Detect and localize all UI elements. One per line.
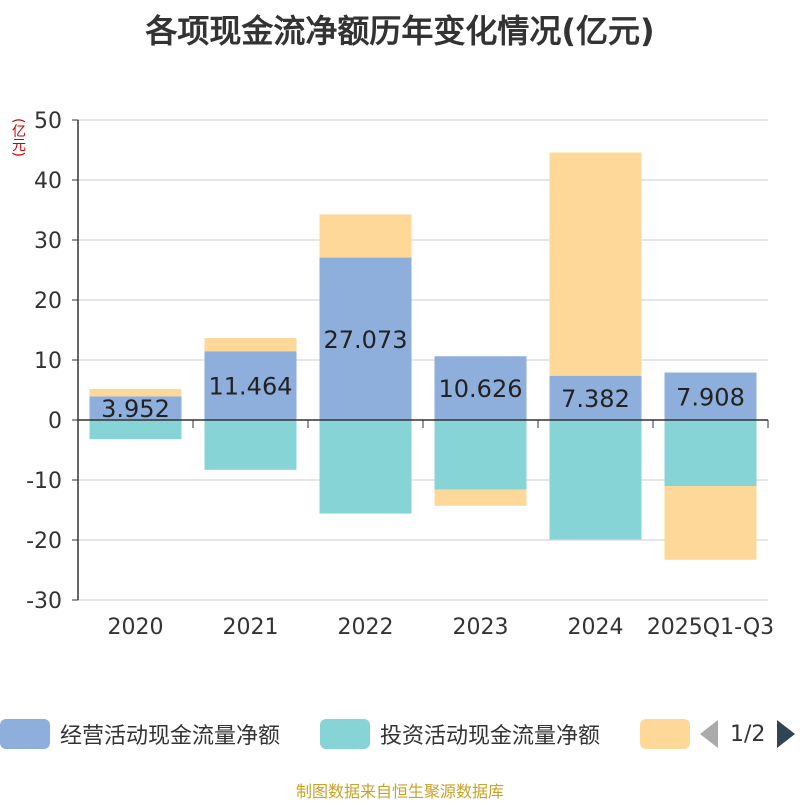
bar-2021-series-1 — [204, 420, 297, 470]
y-tick-label: -10 — [26, 469, 62, 494]
y-tick-label: 10 — [34, 349, 62, 374]
chart-title: 各项现金流净额历年变化情况(亿元) — [145, 12, 655, 50]
legend: 经营活动现金流量净额 投资活动现金流量净额 1/2 — [0, 716, 800, 756]
legend-swatch-investing — [320, 719, 370, 749]
bar-2025Q1-Q3-series-2 — [664, 486, 757, 560]
legend-item-operating[interactable]: 经营活动现金流量净额 — [0, 716, 280, 752]
legend-item-financing[interactable] — [640, 716, 690, 752]
legend-swatch-financing — [640, 719, 690, 749]
data-label-2021: 11.464 — [209, 373, 293, 401]
legend-page-indicator: 1/2 — [730, 721, 766, 747]
bar-2024-series-0 — [549, 375, 642, 420]
y-tick-label: 0 — [48, 409, 62, 434]
legend-item-investing[interactable]: 投资活动现金流量净额 — [320, 716, 600, 752]
bar-2022-series-2 — [319, 214, 412, 258]
data-label-2020: 3.952 — [101, 395, 170, 423]
bar-2023-series-2 — [434, 489, 527, 506]
y-axis-unit: (亿元) — [10, 118, 26, 157]
bar-2021-series-0 — [204, 351, 297, 420]
y-tick-label: -30 — [26, 589, 62, 614]
bar-2022-series-0 — [319, 257, 412, 420]
x-tick-label: 2024 — [568, 615, 624, 640]
legend-swatch-operating — [0, 719, 50, 749]
legend-pager: 1/2 — [700, 716, 796, 752]
bar-2022-series-1 — [319, 420, 412, 514]
legend-label-investing: 投资活动现金流量净额 — [380, 724, 601, 749]
data-label-2024: 7.382 — [561, 385, 630, 413]
y-tick-label: 40 — [34, 169, 62, 194]
bar-2020-series-2 — [89, 389, 182, 397]
x-tick-label: 2021 — [223, 615, 279, 640]
bar-2025Q1-Q3-series-1 — [664, 420, 757, 486]
x-tick-label: 2020 — [108, 615, 164, 640]
x-tick-label: 2023 — [453, 615, 509, 640]
bar-2023-series-1 — [434, 420, 527, 490]
y-tick-label: 30 — [34, 229, 62, 254]
data-label-2025Q1-Q3: 7.908 — [676, 383, 745, 411]
data-label-2022: 27.073 — [324, 326, 408, 354]
bar-2023-series-0 — [434, 356, 527, 420]
y-tick-label: -20 — [26, 529, 62, 554]
bar-2020-series-1 — [89, 420, 182, 440]
bar-2020-series-0 — [89, 396, 182, 420]
legend-prev-icon[interactable] — [700, 720, 718, 748]
x-tick-label: 2025Q1-Q3 — [647, 615, 774, 640]
y-tick-label: 20 — [34, 289, 62, 314]
bar-2024-series-1 — [549, 420, 642, 540]
x-tick-label: 2022 — [338, 615, 394, 640]
bar-2021-series-2 — [204, 338, 297, 352]
legend-next-icon[interactable] — [777, 720, 796, 748]
bar-2024-series-2 — [549, 152, 642, 376]
y-tick-label: 50 — [34, 109, 62, 134]
legend-label-operating: 经营活动现金流量净额 — [60, 724, 281, 749]
data-label-2023: 10.626 — [439, 375, 523, 403]
data-source-note: 制图数据来自恒生聚源数据库 — [295, 782, 504, 801]
bar-2025Q1-Q3-series-0 — [664, 372, 757, 420]
